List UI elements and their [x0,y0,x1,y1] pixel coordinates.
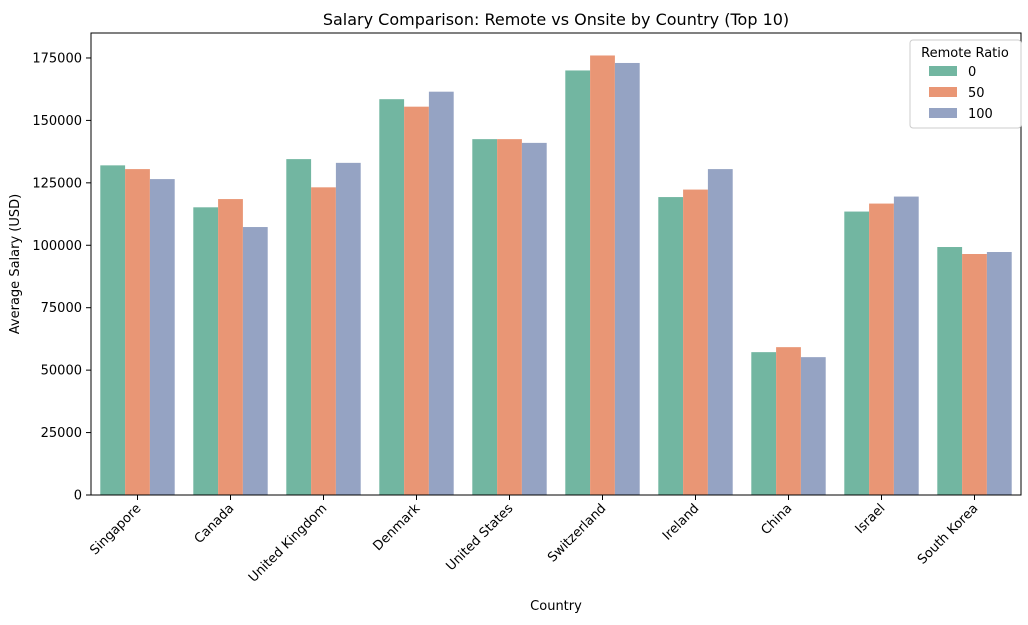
bar-ireland-ratio-50 [683,189,708,495]
bar-ireland-ratio-0 [658,197,684,495]
x-axis: Singapore Canada United Kingdom Denmark Unit… [87,495,981,586]
bar-united-kingdom-ratio-100 [335,162,361,496]
chart-title: Salary Comparison: Remote vs Onsite by C… [323,10,789,29]
legend-title: Remote Ratio [921,46,1009,61]
bar-denmark-ratio-0 [379,99,405,496]
bar-ireland-ratio-100 [707,169,733,495]
bar-united-states-ratio-50 [497,139,522,495]
y-tick-label: 25000 [41,426,82,441]
bar-canada-ratio-0 [193,207,219,495]
bar-singapore-ratio-100 [149,179,175,495]
x-tick-label: Singapore [87,501,144,558]
bar-south-korea-ratio-0 [937,247,963,495]
bar-china-ratio-50 [776,347,801,495]
legend-label-50: 50 [968,86,985,101]
x-tick-label: Ireland [660,501,702,543]
bar-canada-ratio-100 [242,227,268,496]
bar-denmark-ratio-50 [404,106,429,496]
plot-frame [90,32,1022,496]
bar-united-states-ratio-0 [472,139,498,495]
bar-canada-ratio-50 [218,199,243,495]
y-tick-label: 0 [74,489,82,504]
plot-area [90,32,1022,496]
bar-china-ratio-100 [800,357,826,495]
bar-switzerland-ratio-50 [590,55,615,495]
x-tick-label: China [758,501,795,538]
x-tick-label: Canada [192,501,238,547]
legend-items: 0 50 100 [929,65,993,122]
x-tick-label: Denmark [370,501,423,554]
x-tick-label: Switzerland [545,501,609,565]
bar-south-korea-ratio-50 [962,254,987,495]
y-tick-label: 150000 [32,114,82,129]
bar-israel-ratio-100 [893,196,919,495]
legend: Remote Ratio 0 50 100 [909,39,1022,129]
y-tick-label: 125000 [32,176,82,191]
bar-israel-ratio-50 [869,203,894,495]
bar-singapore-ratio-0 [100,165,126,496]
bar-united-kingdom-ratio-50 [311,187,336,495]
bar-switzerland-ratio-0 [565,70,591,496]
bar-united-states-ratio-100 [521,142,547,495]
legend-label-0: 0 [968,65,976,80]
bar-singapore-ratio-50 [125,169,150,495]
legend-swatch-0 [929,66,957,76]
legend-swatch-100 [929,108,957,118]
y-tick-label: 50000 [41,364,82,379]
bar-united-kingdom-ratio-0 [286,159,312,496]
bar-south-korea-ratio-100 [986,252,1012,495]
x-axis-title: Country [530,599,582,614]
y-tick-label: 175000 [32,51,82,66]
legend-label-100: 100 [968,107,993,122]
bar-china-ratio-0 [751,352,777,495]
x-tick-label: United Kingdom [246,501,330,585]
y-axis: 0 25000 50000 75000 100000 125000 150000 175000 [32,51,91,504]
legend-swatch-50 [929,87,957,97]
bar-switzerland-ratio-100 [614,62,640,495]
y-tick-label: 75000 [41,301,82,316]
bar-israel-ratio-0 [844,211,870,495]
x-tick-label: United States [443,501,516,574]
legend-box [909,39,1022,129]
bar-denmark-ratio-100 [428,91,454,495]
x-tick-label: South Korea [915,501,981,567]
y-tick-label: 100000 [32,239,82,254]
y-axis-title: Average Salary (USD) [8,194,23,334]
x-tick-label: Israel [853,501,889,537]
